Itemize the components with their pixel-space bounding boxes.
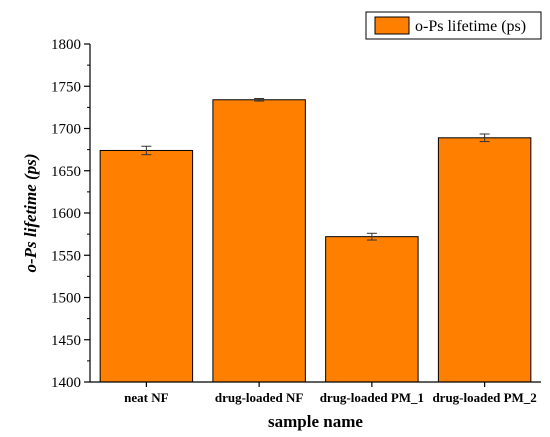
x-tick-label: neat NF: [124, 390, 168, 405]
x-tick-label: drug-loaded NF: [215, 390, 304, 405]
x-tick-label: drug-loaded PM_1: [320, 390, 424, 405]
bar: [99, 149, 194, 383]
y-tick-label: 1500: [51, 291, 81, 307]
y-tick-label: 1400: [51, 375, 81, 391]
legend: o-Ps lifetime (ps): [365, 11, 542, 40]
y-tick-label: 1450: [51, 333, 81, 349]
x-axis-title: sample name: [268, 412, 363, 431]
y-tick-label: 1650: [51, 164, 81, 180]
legend-swatch: [374, 16, 410, 35]
y-tick-label: 1700: [51, 122, 81, 138]
x-tick-label: drug-loaded PM_2: [432, 390, 536, 405]
bar: [437, 137, 532, 383]
y-axis-title: o-Ps lifetime (ps): [21, 154, 40, 273]
legend-label: o-Ps lifetime (ps): [415, 18, 526, 35]
bar: [325, 236, 419, 383]
y-tick-label: 1550: [51, 248, 81, 264]
y-tick-label: 1600: [51, 206, 81, 222]
error-bar: [254, 98, 265, 102]
bars-layer: [99, 99, 532, 383]
error-bar: [479, 133, 490, 143]
y-tick-label: 1800: [51, 37, 81, 53]
x-axis-tick-labels: neat NF drug-loaded NF drug-loaded PM_1 dru…: [124, 382, 537, 405]
error-bar: [366, 232, 377, 241]
error-bars-layer: [141, 98, 490, 241]
y-tick-label: 1750: [51, 79, 81, 95]
error-bar: [141, 145, 152, 156]
bar: [212, 99, 306, 383]
y-axis-ticks: 1400 1450 1500 1550 1600 1650 1700 1750 1800: [51, 37, 90, 391]
